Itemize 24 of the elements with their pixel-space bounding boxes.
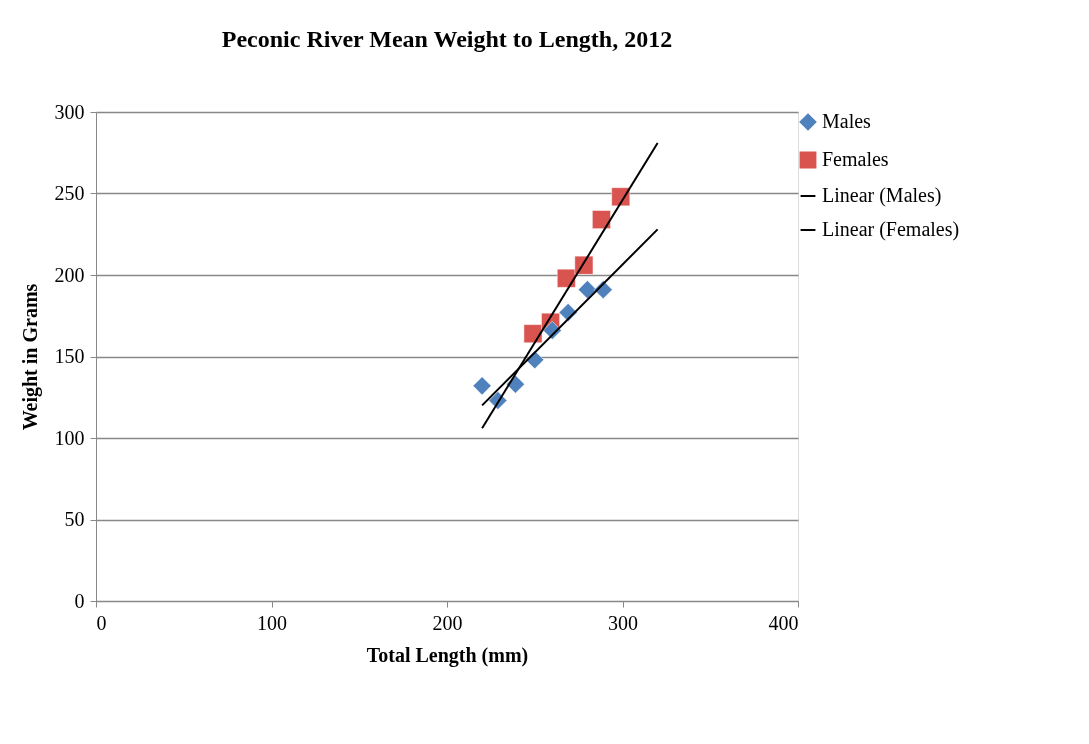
point bbox=[578, 280, 597, 299]
point bbox=[592, 210, 611, 229]
y-tick-label: 150 bbox=[54, 345, 85, 367]
y-axis-title: Weight in Grams bbox=[18, 283, 42, 431]
x-tick-label: 400 bbox=[768, 611, 799, 634]
y-tick-label: 100 bbox=[54, 426, 85, 449]
y-tick-label: 300 bbox=[54, 100, 85, 123]
x-tick-label: 300 bbox=[608, 611, 638, 634]
x-tick-label: 100 bbox=[257, 611, 287, 634]
y-tick-label: 50 bbox=[64, 508, 85, 530]
x-tick-label: 200 bbox=[432, 611, 463, 634]
y-tick-label: 0 bbox=[74, 589, 85, 612]
legend-label: Males bbox=[822, 110, 872, 132]
legend-label: Females bbox=[822, 148, 889, 170]
y-tick-label: 200 bbox=[54, 263, 85, 286]
x-axis-title: Total Length (mm) bbox=[366, 643, 529, 667]
point bbox=[557, 268, 576, 288]
chart-title: Peconic River Mean Weight to Length, 2012 bbox=[221, 26, 673, 52]
point bbox=[472, 376, 492, 396]
legend-label: Linear (Males) bbox=[822, 184, 942, 207]
legend-label: Linear (Females) bbox=[822, 218, 960, 241]
y-tick-label: 250 bbox=[54, 182, 85, 204]
point bbox=[523, 324, 543, 344]
x-tick-label: 0 bbox=[96, 611, 107, 634]
